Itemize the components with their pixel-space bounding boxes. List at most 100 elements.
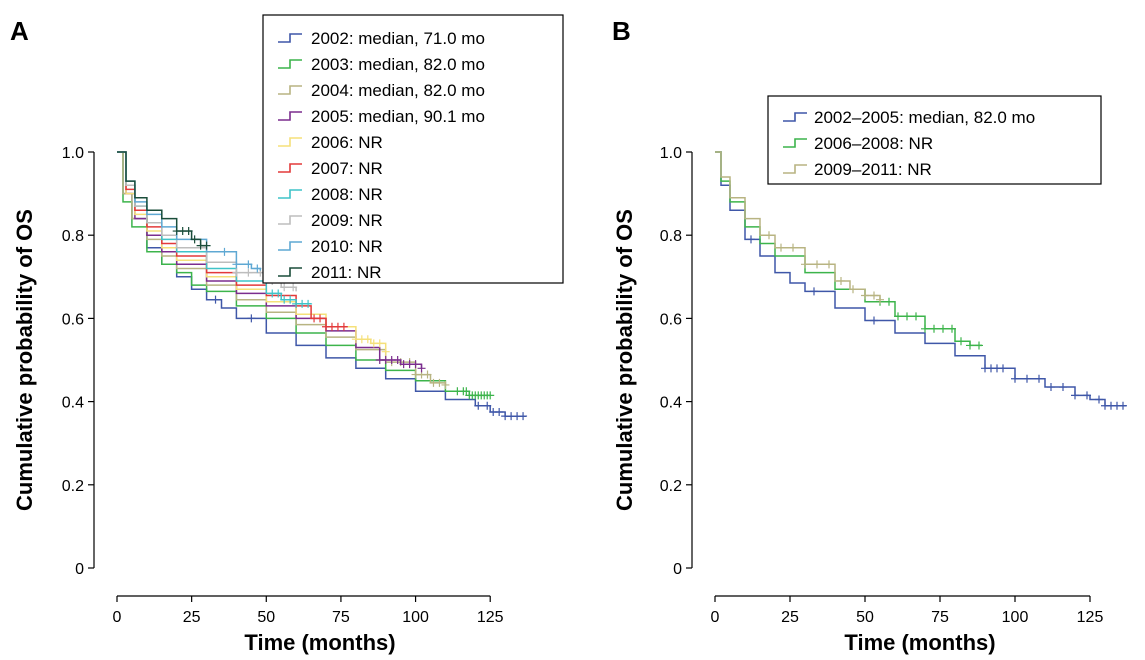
panel-a-x-tick-label: 50 xyxy=(257,609,275,626)
panel-a-x-tick-label: 25 xyxy=(183,609,201,626)
panel-a-legend-swatch xyxy=(278,267,302,277)
panel-b-x-tick-label: 0 xyxy=(711,609,720,626)
panel-b-x-tick-label: 50 xyxy=(856,609,874,626)
panel-b-y-tick-label: 0 xyxy=(673,561,682,578)
panel-a-series-7-censor-mark xyxy=(280,283,289,292)
panel-b-legend-label: 2009–2011: NR xyxy=(814,160,932,179)
panel-a-series-3-censor-mark xyxy=(393,356,402,364)
panel-b-series-0-censor-mark xyxy=(1083,391,1091,400)
panel-b-legend-swatch xyxy=(783,112,807,122)
panel-a-series-6-censor-mark xyxy=(304,299,313,308)
panel-a-series-0-curve xyxy=(117,151,526,417)
panel-b-series-0-censor-mark xyxy=(1047,383,1055,392)
panel-a-series-0-censor-mark xyxy=(495,408,504,416)
panel-b-legend-swatch xyxy=(783,164,807,174)
panel-b-y-tick-label: 0.2 xyxy=(660,478,682,495)
panel-b-series-2-curve xyxy=(715,151,881,300)
panel-a-axes: 0 0.2 0.4 0.6 0.8 1.0 0 25 50 75 100 125 xyxy=(62,145,504,626)
panel-a-series-5-censor-mark xyxy=(339,322,348,331)
panel-a-series-9-censor-mark xyxy=(190,235,199,244)
panel-b-legend-swatch xyxy=(783,138,807,148)
panel-a-series-2-censor-mark xyxy=(435,378,444,387)
panel-a-series-7-censor-mark xyxy=(289,283,298,292)
panel-a-series-8-curve xyxy=(117,151,262,271)
panel-a-series-5-censor-mark xyxy=(316,314,325,323)
panel-b-letter: B xyxy=(612,16,631,46)
panel-a-legend-swatch xyxy=(278,215,302,225)
panel-b-series-1-censor-mark xyxy=(966,341,974,350)
panel-b-series-0-censor-mark xyxy=(1023,374,1031,383)
panel-a-series-0-censor-mark xyxy=(211,295,220,304)
panel-b-series-2-censor-mark xyxy=(825,260,833,269)
panel-a-y-tick-label: 0.8 xyxy=(62,228,84,245)
panel-a-series-3-curve xyxy=(117,151,423,369)
panel-b-y-tick-label: 0.6 xyxy=(660,311,682,328)
panel-a-y-tick-label: 0.6 xyxy=(62,311,84,328)
panel-b-series-1-censor-mark xyxy=(939,324,947,333)
panel-a-series-1-censor-mark xyxy=(462,387,471,396)
panel-b-series-2-censor-mark xyxy=(813,260,821,269)
panel-a-series-0-censor-mark xyxy=(474,401,483,410)
panel-a-series-9-censor-mark xyxy=(202,241,211,250)
panel-b-x-tick-label: 125 xyxy=(1077,609,1104,626)
panel-a-legend-label: 2006: NR xyxy=(311,133,383,152)
panel-b: B Time (months) Cumulative probability o… xyxy=(612,16,1127,655)
panel-a-series-8-censor-mark xyxy=(253,264,262,273)
panel-b-series-1-censor-mark xyxy=(912,312,920,321)
panel-b-x-axis-title: Time (months) xyxy=(844,630,995,655)
panel-b-x-tick-label: 25 xyxy=(781,609,799,626)
panel-b-series-1-censor-mark xyxy=(903,312,911,321)
panel-b-y-tick-label: 1.0 xyxy=(660,145,682,162)
panel-a-series-6-censor-mark xyxy=(274,289,283,298)
panel-a-letter: A xyxy=(10,16,29,46)
panel-a: A Time (months) Cumulative probability o… xyxy=(10,14,564,655)
panel-b-x-tick-label: 100 xyxy=(1002,609,1029,626)
panel-b-series-0-censor-mark xyxy=(1059,383,1067,392)
panel-b-series-2-censor-mark xyxy=(765,231,773,240)
panel-a-series-8-censor-mark xyxy=(244,260,253,269)
panel-a-series-0-censor-mark xyxy=(483,401,492,410)
panel-a-legend-label: 2010: NR xyxy=(311,237,383,256)
panel-b-series-0-censor-mark xyxy=(1119,401,1127,410)
panel-a-legend: 2002: median, 71.0 mo 2003: median, 82.0 … xyxy=(262,14,564,284)
panel-a-series-7-censor-mark xyxy=(232,268,241,277)
panel-a-legend-swatch xyxy=(278,241,302,251)
panel-a-series-4-censor-mark xyxy=(381,347,390,356)
panel-b-series-0-censor-mark xyxy=(870,316,878,325)
panel-b-series-0-censor-mark xyxy=(1071,391,1079,400)
panel-a-legend-label: 2008: NR xyxy=(311,185,383,204)
panel-a-legend-label: 2011: NR xyxy=(311,263,382,282)
panel-a-series-3-censor-mark xyxy=(411,360,420,369)
panel-b-series-0-censor-mark xyxy=(1035,374,1043,383)
panel-a-series-7-censor-mark xyxy=(244,268,253,277)
panel-b-series-1-censor-mark xyxy=(885,297,893,306)
panel-a-x-axis-title: Time (months) xyxy=(244,630,395,655)
panel-a-series-0-censor-mark xyxy=(519,412,528,421)
panel-b-legend-label: 2006–2008: NR xyxy=(814,134,933,153)
panel-a-y-axis-title: Cumulative probability of OS xyxy=(12,209,37,511)
panel-a-legend-label: 2002: median, 71.0 mo xyxy=(311,29,485,48)
panel-a-x-tick-label: 100 xyxy=(402,609,429,626)
panel-a-x-tick-label: 75 xyxy=(332,609,350,626)
panel-a-series-4-censor-mark xyxy=(375,339,384,348)
panel-b-legend: 2002–2005: median, 82.0 mo 2006–2008: NR 2… xyxy=(767,95,1102,185)
panel-b-series-1-censor-mark xyxy=(921,324,929,333)
panel-a-legend-label: 2004: median, 82.0 mo xyxy=(311,81,485,100)
panel-b-series-0-curve xyxy=(715,151,1126,407)
panel-a-x-tick-label: 0 xyxy=(113,609,122,626)
panel-b-y-tick-label: 0.8 xyxy=(660,228,682,245)
panel-b-series-0-censor-mark xyxy=(810,287,818,296)
panel-a-series-8-censor-mark xyxy=(220,247,229,256)
panel-a-legend-swatch xyxy=(278,163,302,173)
panel-a-series-3-censor-mark xyxy=(417,364,426,373)
panel-a-legend-swatch xyxy=(278,189,302,199)
panel-a-series-6-censor-mark xyxy=(286,295,295,304)
panel-b-y-axis-title: Cumulative probability of OS xyxy=(612,209,637,511)
panel-b-series-2-censor-mark xyxy=(837,276,845,285)
panel-a-series-0-censor-mark xyxy=(247,314,256,323)
panel-a-legend-swatch xyxy=(278,59,302,69)
panel-a-legend-swatch xyxy=(278,85,302,95)
panel-b-legend-label: 2002–2005: median, 82.0 mo xyxy=(814,108,1035,127)
panel-b-series-1-censor-mark xyxy=(948,324,956,333)
